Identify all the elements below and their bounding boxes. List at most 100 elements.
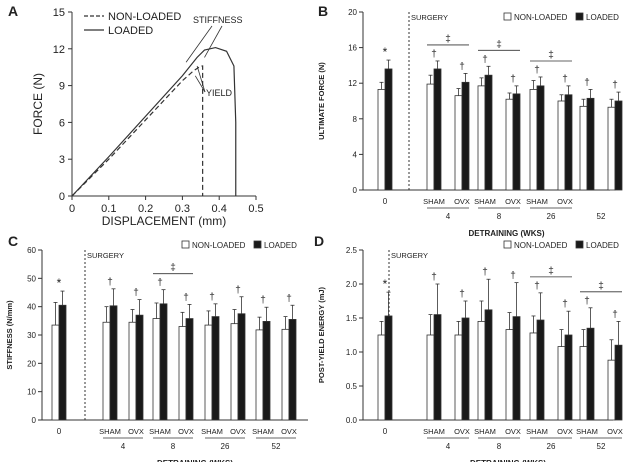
bar-non-loaded <box>477 85 486 191</box>
y-tick-label: 0.0 <box>346 416 358 425</box>
x-tick-label: 0.5 <box>248 203 263 215</box>
significance-mark: † <box>431 49 437 60</box>
panel-b-ultimate-force: 0 4 8 12 16 20 ULTIMATE FORCE (N) DETRAINING (W… <box>317 8 623 238</box>
condition-label: OVX <box>178 427 194 436</box>
significance-mark: † <box>562 74 568 85</box>
y-tick-label: 40 <box>27 303 36 312</box>
significance-mark: † <box>286 293 292 304</box>
bar-non-loaded <box>102 321 111 421</box>
y-axis-label: ULTIMATE FORCE (N) <box>317 62 326 140</box>
legend-label: LOADED <box>586 13 619 22</box>
bar-non-loaded <box>607 106 616 191</box>
significance-mark: † <box>183 292 189 303</box>
y-tick-label: 20 <box>27 359 36 368</box>
bar-loaded <box>564 334 573 421</box>
time-label: 52 <box>597 442 606 451</box>
bar-loaded <box>512 316 521 421</box>
legend-swatch <box>181 240 190 249</box>
y-tick-label: 20 <box>348 8 357 17</box>
condition-label: OVX <box>454 197 470 206</box>
y-tick-label: 12 <box>348 79 357 88</box>
condition-label: OVX <box>607 427 623 436</box>
legend-label: NON-LOADED <box>108 11 181 23</box>
bar-non-loaded <box>377 89 386 191</box>
legend-label: NON-LOADED <box>192 241 246 250</box>
significance-mark: † <box>482 54 488 65</box>
y-tick-label: 0 <box>59 191 65 203</box>
bar-loaded <box>384 315 393 421</box>
panel-label-b: B <box>318 3 328 19</box>
bar-loaded <box>484 74 493 191</box>
condition-label: OVX <box>505 427 521 436</box>
panel-label-c: C <box>8 233 18 249</box>
significance-mark: † <box>510 74 516 85</box>
legend-label: NON-LOADED <box>514 13 568 22</box>
comparison-mark: ‡ <box>548 50 554 61</box>
condition-label: OVX <box>505 197 521 206</box>
significance-mark: † <box>459 289 465 300</box>
time-label: 52 <box>272 442 281 451</box>
y-tick-label: 3 <box>59 154 65 166</box>
bar-non-loaded <box>607 359 616 421</box>
x-axis-label: DETRAINING (WKS) <box>469 229 545 238</box>
bar-non-loaded <box>454 95 463 191</box>
y-tick-label: 2.5 <box>346 246 358 255</box>
significance-mark: † <box>260 295 266 306</box>
bar-loaded <box>237 313 246 421</box>
series-line-non-loaded <box>71 65 204 197</box>
bar-loaded <box>536 319 545 421</box>
significance-mark: † <box>612 309 618 320</box>
legend-label: NON-LOADED <box>514 241 568 250</box>
condition-label: SHAM <box>526 197 548 206</box>
bar-loaded <box>586 97 595 191</box>
significance-mark: † <box>133 288 139 299</box>
condition-label: OVX <box>454 427 470 436</box>
condition-label: OVX <box>557 197 573 206</box>
y-axis-label: POST-YIELD ENERGY (mJ) <box>317 286 326 383</box>
bar-non-loaded <box>178 326 187 421</box>
condition-label: SHAM <box>252 427 274 436</box>
annotation-yield: YIELD <box>206 88 233 98</box>
y-tick-label: 30 <box>27 331 36 340</box>
bar-loaded <box>564 94 573 191</box>
y-tick-label: 0.5 <box>346 382 358 391</box>
significance-mark: * <box>383 277 388 291</box>
x-axis-label: DISPLACEMENT (mm) <box>102 214 226 228</box>
bar-non-loaded <box>152 318 161 421</box>
significance-mark: † <box>534 281 540 292</box>
annotation-arrow <box>196 65 206 93</box>
legend-swatch <box>503 12 512 21</box>
x-tick-label: 0.1 <box>101 203 116 215</box>
y-tick-label: 12 <box>53 44 65 56</box>
bar-loaded <box>586 327 595 421</box>
condition-label: SHAM <box>423 197 445 206</box>
comparison-mark: ‡ <box>598 281 604 292</box>
bar-loaded <box>159 303 168 421</box>
condition-label: OVX <box>128 427 144 436</box>
legend-label: LOADED <box>586 241 619 250</box>
bar-loaded <box>512 93 521 191</box>
y-tick-label: 16 <box>348 44 357 53</box>
y-tick-label: 1.5 <box>346 314 358 323</box>
condition-label: SHAM <box>99 427 121 436</box>
y-tick-label: 1.0 <box>346 348 358 357</box>
legend-swatch <box>253 240 262 249</box>
x-axis-label: DETRAINING (WKS) <box>157 459 233 462</box>
time-label: 8 <box>171 442 176 451</box>
bar-loaded <box>614 344 623 421</box>
bar-non-loaded <box>477 320 486 421</box>
condition-label: OVX <box>281 427 297 436</box>
bar-loaded <box>288 319 297 421</box>
annotation-arrow <box>194 75 206 93</box>
significance-mark: † <box>107 277 113 288</box>
bar-loaded <box>614 100 623 191</box>
bar-non-loaded <box>579 105 588 191</box>
bar-non-loaded <box>557 346 566 421</box>
bar-loaded <box>536 85 545 191</box>
bar-loaded <box>211 316 220 421</box>
significance-mark: * <box>383 45 388 59</box>
condition-label: SHAM <box>149 427 171 436</box>
condition-label: SHAM <box>474 197 496 206</box>
y-tick-label: 9 <box>59 81 65 93</box>
x-tick-label: 0.4 <box>212 203 227 215</box>
